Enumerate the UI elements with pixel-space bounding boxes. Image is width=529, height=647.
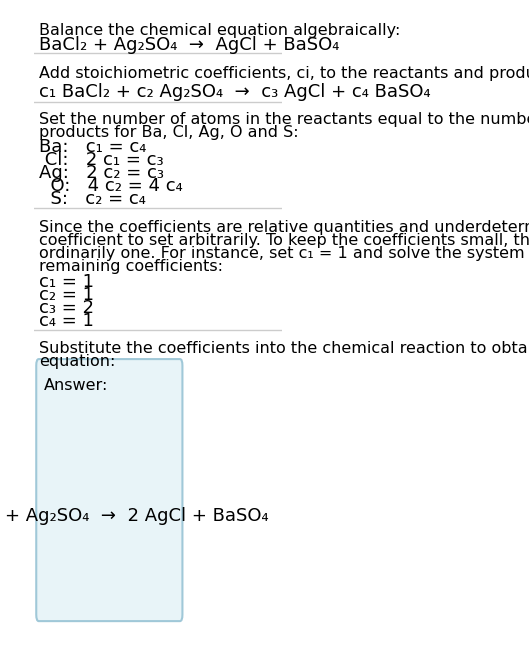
Text: Cl:   2 c₁ = c₃: Cl: 2 c₁ = c₃	[39, 151, 163, 169]
Text: ordinarily one. For instance, set c₁ = 1 and solve the system of equations for t: ordinarily one. For instance, set c₁ = 1…	[39, 246, 529, 261]
Text: Ag:   2 c₂ = c₃: Ag: 2 c₂ = c₃	[39, 164, 163, 182]
Text: c₁ = 1: c₁ = 1	[39, 273, 94, 291]
Text: Substitute the coefficients into the chemical reaction to obtain the balanced: Substitute the coefficients into the che…	[39, 341, 529, 356]
Text: Add stoichiometric coefficients, ci, to the reactants and products:: Add stoichiometric coefficients, ci, to …	[39, 66, 529, 81]
FancyBboxPatch shape	[37, 359, 183, 621]
Text: Answer:: Answer:	[44, 378, 108, 393]
Text: Set the number of atoms in the reactants equal to the number of atoms in the: Set the number of atoms in the reactants…	[39, 112, 529, 127]
Text: c₃ = 2: c₃ = 2	[39, 299, 94, 317]
Text: O:   4 c₂ = 4 c₄: O: 4 c₂ = 4 c₄	[39, 177, 183, 195]
Text: BaCl₂ + Ag₂SO₄  →  AgCl + BaSO₄: BaCl₂ + Ag₂SO₄ → AgCl + BaSO₄	[39, 36, 339, 54]
Text: products for Ba, Cl, Ag, O and S:: products for Ba, Cl, Ag, O and S:	[39, 125, 298, 140]
Text: Balance the chemical equation algebraically:: Balance the chemical equation algebraica…	[39, 23, 400, 38]
Text: Since the coefficients are relative quantities and underdetermined, choose a: Since the coefficients are relative quan…	[39, 220, 529, 235]
Text: S:   c₂ = c₄: S: c₂ = c₄	[39, 190, 145, 208]
Text: equation:: equation:	[39, 354, 115, 369]
Text: c₄ = 1: c₄ = 1	[39, 312, 94, 330]
Text: remaining coefficients:: remaining coefficients:	[39, 259, 223, 274]
Text: BaCl₂ + Ag₂SO₄  →  2 AgCl + BaSO₄: BaCl₂ + Ag₂SO₄ → 2 AgCl + BaSO₄	[0, 507, 268, 525]
Text: coefficient to set arbitrarily. To keep the coefficients small, the arbitrary va: coefficient to set arbitrarily. To keep …	[39, 233, 529, 248]
Text: c₂ = 1: c₂ = 1	[39, 286, 94, 304]
Text: Ba:   c₁ = c₄: Ba: c₁ = c₄	[39, 138, 146, 156]
Text: c₁ BaCl₂ + c₂ Ag₂SO₄  →  c₃ AgCl + c₄ BaSO₄: c₁ BaCl₂ + c₂ Ag₂SO₄ → c₃ AgCl + c₄ BaSO…	[39, 83, 431, 101]
